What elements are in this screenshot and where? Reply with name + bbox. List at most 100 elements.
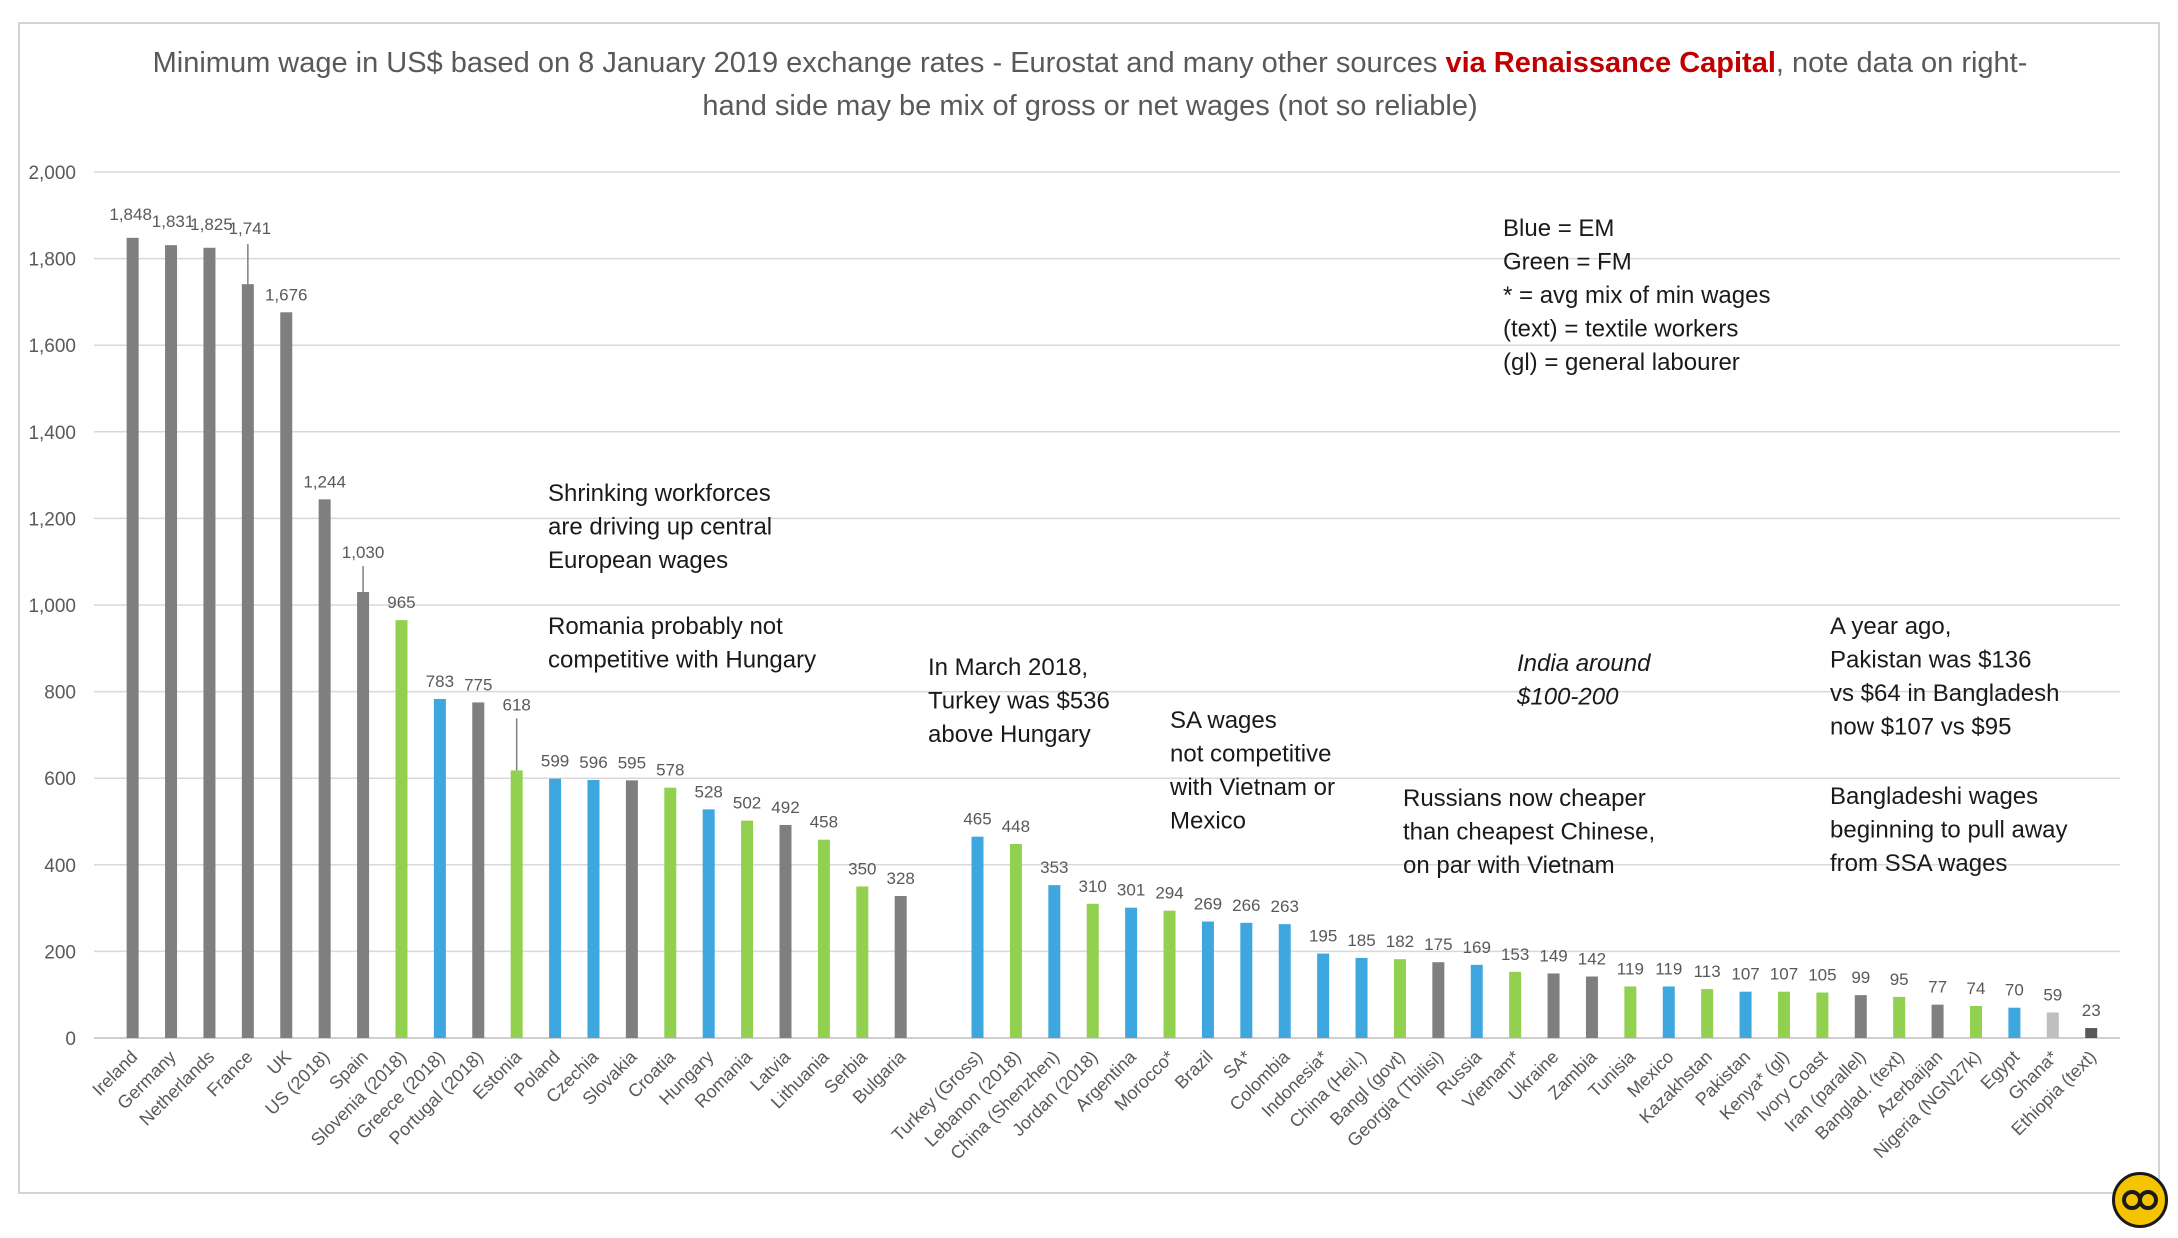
value-label: 59 xyxy=(2043,985,2062,1004)
annotation-line: not competitive xyxy=(1170,741,1331,768)
value-label: 195 xyxy=(1309,927,1337,946)
y-tick-label: 1,800 xyxy=(28,250,76,271)
value-label: 528 xyxy=(695,782,723,801)
value-label: 965 xyxy=(387,593,415,612)
value-label: 595 xyxy=(618,753,646,772)
bar xyxy=(664,787,677,1038)
bar xyxy=(1893,996,1906,1038)
bar xyxy=(1470,964,1483,1038)
bar xyxy=(1547,973,1560,1038)
value-label: 107 xyxy=(1731,965,1759,984)
annotation-line: on par with Vietnam xyxy=(1403,852,1615,879)
value-label: 353 xyxy=(1040,858,1068,877)
bars xyxy=(126,237,2098,1039)
value-label: 502 xyxy=(733,794,761,813)
bar xyxy=(1854,995,1867,1038)
value-label: 149 xyxy=(1539,946,1567,965)
annotation-turkey: In March 2018, Turkey was $536 above Hunga… xyxy=(928,654,1110,748)
bar xyxy=(395,620,408,1038)
annotation-line: with Vietnam or xyxy=(1169,774,1335,801)
value-label: 153 xyxy=(1501,945,1529,964)
y-tick-label: 0 xyxy=(65,1029,76,1050)
bar xyxy=(1585,976,1598,1038)
value-label: 77 xyxy=(1928,978,1947,997)
value-label: 1,030 xyxy=(342,543,385,562)
value-label: 448 xyxy=(1002,817,1030,836)
value-label: 185 xyxy=(1347,931,1375,950)
annotation-bangladeshi: Bangladeshi wages beginning to pull away f… xyxy=(1830,783,2068,877)
value-label: 1,741 xyxy=(229,219,272,238)
bar xyxy=(1432,962,1445,1038)
bar xyxy=(1969,1005,1982,1038)
bar xyxy=(587,779,600,1038)
annotation-romania: Romania probably not competitive with Hun… xyxy=(548,613,816,674)
value-label: 301 xyxy=(1117,881,1145,900)
bar xyxy=(1739,991,1752,1038)
x-tick-label: Brazil xyxy=(1171,1047,1217,1093)
value-label: 1,825 xyxy=(190,215,233,234)
annotation-line: A year ago, xyxy=(1830,613,1951,640)
bar xyxy=(1278,924,1291,1038)
value-label: 310 xyxy=(1079,877,1107,896)
bar xyxy=(1624,986,1637,1038)
value-label: 1,676 xyxy=(265,285,308,304)
y-axis: 0 200 400 600 800 1,000 1,200 1,400 1,600 1,800 2,… xyxy=(28,163,76,1050)
y-tick-label: 1,400 xyxy=(28,423,76,444)
annotation-line: SA wages xyxy=(1170,707,1277,734)
value-label: 175 xyxy=(1424,935,1452,954)
y-tick-label: 1,200 xyxy=(28,509,76,530)
annotation-line: Romania probably not xyxy=(548,613,783,640)
bar xyxy=(203,247,216,1038)
value-label: 119 xyxy=(1617,959,1644,978)
value-label: 1,831 xyxy=(152,212,195,231)
grid-lines xyxy=(94,171,2120,1039)
annotation-line: Shrinking workforces xyxy=(548,480,771,507)
value-label: 119 xyxy=(1655,959,1682,978)
bar xyxy=(625,780,638,1038)
value-label: 107 xyxy=(1770,965,1798,984)
value-label: 113 xyxy=(1694,962,1721,981)
value-label: 263 xyxy=(1271,897,1299,916)
value-label: 105 xyxy=(1808,966,1836,985)
bar xyxy=(856,886,869,1038)
value-label: 269 xyxy=(1194,895,1222,914)
x-tick-label: UK xyxy=(263,1047,295,1079)
bar xyxy=(2085,1028,2098,1038)
bar xyxy=(433,698,446,1038)
bar xyxy=(241,284,254,1039)
bar xyxy=(741,820,754,1038)
bar xyxy=(779,824,792,1038)
y-tick-label: 1,000 xyxy=(28,596,76,617)
value-label: 458 xyxy=(810,813,838,832)
value-label: 492 xyxy=(771,798,799,817)
value-label: 596 xyxy=(579,753,607,772)
value-label: 95 xyxy=(1890,970,1909,989)
annotation-line: beginning to pull away xyxy=(1830,817,2068,844)
bar xyxy=(1125,907,1138,1038)
value-label: 99 xyxy=(1851,968,1870,987)
bar xyxy=(1240,922,1253,1038)
bar xyxy=(1509,971,1522,1038)
value-label: 618 xyxy=(502,695,530,714)
value-label: 775 xyxy=(464,675,492,694)
annotation-line: * = avg mix of min wages xyxy=(1503,282,1770,309)
y-tick-label: 400 xyxy=(44,856,76,877)
bar xyxy=(1355,957,1368,1038)
bar xyxy=(971,836,984,1038)
annotation-line: (gl) = general labourer xyxy=(1503,349,1740,376)
annotations: Blue = EM Green = FM * = avg mix of min wa… xyxy=(548,215,2068,879)
bar xyxy=(1393,959,1406,1038)
bar xyxy=(894,895,907,1038)
annotation-india: India around $100-200 xyxy=(1516,650,1651,711)
annotation-line: In March 2018, xyxy=(928,654,1088,681)
bar xyxy=(280,312,293,1038)
bar xyxy=(1701,989,1714,1038)
value-label: 169 xyxy=(1463,938,1491,957)
bar xyxy=(1816,992,1829,1038)
bar xyxy=(817,839,830,1038)
chart-title: Minimum wage in US$ based on 8 January 2… xyxy=(140,42,2040,128)
bar xyxy=(549,778,562,1038)
bar xyxy=(357,592,370,1038)
bar xyxy=(165,245,178,1038)
